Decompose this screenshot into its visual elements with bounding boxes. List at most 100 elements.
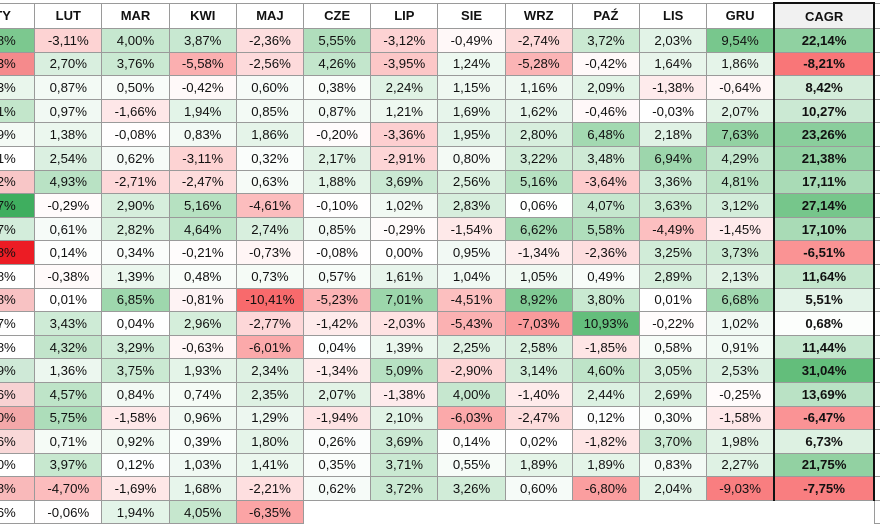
month-return-cell[interactable]: 8,92% — [504, 287, 573, 313]
month-return-cell[interactable]: 2,82% — [101, 216, 170, 242]
year-total-cell[interactable]: 72% — [0, 169, 36, 195]
month-return-cell[interactable]: 1,05% — [504, 263, 573, 289]
month-return-cell[interactable]: -4,49% — [639, 216, 708, 242]
month-return-cell[interactable]: 3,25% — [639, 240, 708, 265]
month-return-cell[interactable]: 4,64% — [168, 216, 237, 242]
month-return-cell[interactable]: 1,94% — [168, 98, 237, 124]
column-header-maj[interactable]: MAJ — [235, 2, 305, 29]
cagr-cell[interactable]: 21,75% — [772, 452, 876, 478]
month-return-cell[interactable]: 4,93% — [34, 169, 103, 195]
extra-cell[interactable] — [873, 358, 880, 383]
column-header-kwi[interactable]: KWI — [168, 2, 237, 29]
month-return-cell[interactable]: 3,43% — [34, 311, 103, 336]
month-return-cell[interactable]: 3,71% — [370, 452, 439, 478]
month-return-cell[interactable]: -6,03% — [437, 405, 506, 431]
extra-cell[interactable] — [873, 193, 880, 218]
month-return-cell[interactable]: 1,02% — [370, 193, 439, 218]
month-return-cell[interactable]: 1,38% — [34, 122, 103, 147]
month-return-cell[interactable]: 2,54% — [34, 145, 103, 171]
month-return-cell[interactable]: -1,45% — [706, 216, 775, 242]
month-return-cell[interactable]: 0,60% — [235, 75, 305, 100]
month-return-cell[interactable]: -0,08% — [303, 240, 372, 265]
month-return-cell[interactable]: -0,63% — [168, 334, 237, 360]
year-total-cell[interactable]: 63% — [0, 75, 36, 100]
month-return-cell[interactable]: 0,96% — [168, 405, 237, 431]
year-total-cell[interactable]: 97% — [0, 193, 36, 218]
extra-cell[interactable] — [873, 28, 880, 53]
month-return-cell[interactable]: 2,96% — [168, 311, 237, 336]
month-return-cell[interactable]: 1,69% — [437, 98, 506, 124]
month-return-cell[interactable]: 3,36% — [639, 169, 708, 195]
month-return-cell[interactable]: -0,42% — [571, 51, 641, 77]
month-return-cell[interactable]: -1,82% — [571, 429, 641, 454]
month-return-cell[interactable]: 1,89% — [504, 452, 573, 478]
month-return-cell[interactable] — [572, 500, 640, 524]
month-return-cell[interactable]: 1,39% — [370, 334, 439, 360]
column-header-sie[interactable]: SIE — [437, 2, 506, 29]
cagr-cell[interactable]: 17,11% — [772, 169, 876, 195]
month-return-cell[interactable]: 3,22% — [504, 145, 573, 171]
month-return-cell[interactable]: 0,02% — [504, 429, 573, 454]
month-return-cell[interactable]: 2,44% — [571, 381, 641, 407]
month-return-cell[interactable]: 5,09% — [370, 358, 439, 383]
month-return-cell[interactable]: 0,85% — [303, 216, 372, 242]
month-return-cell[interactable]: -4,70% — [34, 476, 103, 501]
month-return-cell[interactable]: 0,85% — [235, 98, 305, 124]
month-return-cell[interactable]: 0,80% — [437, 145, 506, 171]
column-header-ty[interactable]: TY — [0, 2, 36, 29]
cagr-cell[interactable]: 23,26% — [772, 122, 876, 147]
month-return-cell[interactable]: 3,48% — [571, 145, 641, 171]
year-total-cell[interactable]: 06% — [0, 499, 36, 524]
month-return-cell[interactable]: 3,63% — [639, 193, 708, 218]
year-total-cell[interactable]: 88% — [0, 263, 36, 289]
month-return-cell[interactable]: 0,71% — [34, 429, 103, 454]
month-return-cell[interactable]: 2,90% — [101, 193, 170, 218]
month-return-cell[interactable]: -2,21% — [235, 476, 305, 501]
month-return-cell[interactable] — [505, 500, 573, 524]
month-return-cell[interactable]: 0,57% — [303, 263, 372, 289]
month-return-cell[interactable]: 5,58% — [571, 216, 641, 242]
month-return-cell[interactable]: 3,73% — [706, 240, 775, 265]
column-header-lis[interactable]: LIS — [639, 2, 708, 29]
month-return-cell[interactable]: -5,28% — [504, 51, 573, 77]
month-return-cell[interactable]: 1,36% — [34, 358, 103, 383]
month-return-cell[interactable]: 3,72% — [571, 28, 641, 53]
month-return-cell[interactable]: 1,04% — [437, 263, 506, 289]
month-return-cell[interactable]: 0,30% — [639, 405, 708, 431]
month-return-cell[interactable]: 3,69% — [370, 169, 439, 195]
month-return-cell[interactable]: 1,88% — [303, 169, 372, 195]
month-return-cell[interactable]: 2,25% — [437, 334, 506, 360]
cagr-cell[interactable]: -6,47% — [772, 405, 876, 431]
month-return-cell[interactable]: -0,29% — [34, 193, 103, 218]
month-return-cell[interactable]: -3,12% — [370, 28, 439, 53]
extra-cell[interactable] — [873, 334, 880, 360]
extra-cell[interactable] — [873, 311, 880, 336]
month-return-cell[interactable]: 1,94% — [101, 499, 170, 524]
month-return-cell[interactable]: 0,48% — [168, 263, 237, 289]
month-return-cell[interactable]: 3,75% — [101, 358, 170, 383]
month-return-cell[interactable]: 1,86% — [706, 51, 775, 77]
month-return-cell[interactable]: 0,62% — [303, 476, 372, 501]
month-return-cell[interactable]: 0,61% — [34, 216, 103, 242]
month-return-cell[interactable]: 2,17% — [303, 145, 372, 171]
month-return-cell[interactable]: 3,12% — [706, 193, 775, 218]
month-return-cell[interactable]: 0,97% — [34, 98, 103, 124]
month-return-cell[interactable]: 5,16% — [504, 169, 573, 195]
month-return-cell[interactable]: 6,62% — [504, 216, 573, 242]
month-return-cell[interactable]: 0,04% — [303, 334, 372, 360]
month-return-cell[interactable]: -2,36% — [235, 28, 305, 53]
month-return-cell[interactable]: -1,34% — [303, 358, 372, 383]
month-return-cell[interactable]: 1,64% — [639, 51, 708, 77]
cagr-cell[interactable]: 27,14% — [772, 193, 876, 218]
month-return-cell[interactable]: 2,80% — [504, 122, 573, 147]
month-return-cell[interactable]: 6,85% — [101, 287, 170, 313]
month-return-cell[interactable]: 4,26% — [303, 51, 372, 77]
cagr-cell[interactable]: 21,38% — [772, 145, 876, 171]
month-return-cell[interactable]: -1,69% — [101, 476, 170, 501]
month-return-cell[interactable]: 2,89% — [639, 263, 708, 289]
month-return-cell[interactable]: 2,74% — [235, 216, 305, 242]
month-return-cell[interactable]: 1,39% — [101, 263, 170, 289]
month-return-cell[interactable]: 0,32% — [235, 145, 305, 171]
month-return-cell[interactable]: 3,29% — [101, 334, 170, 360]
column-header-cze[interactable]: CZE — [303, 2, 372, 29]
